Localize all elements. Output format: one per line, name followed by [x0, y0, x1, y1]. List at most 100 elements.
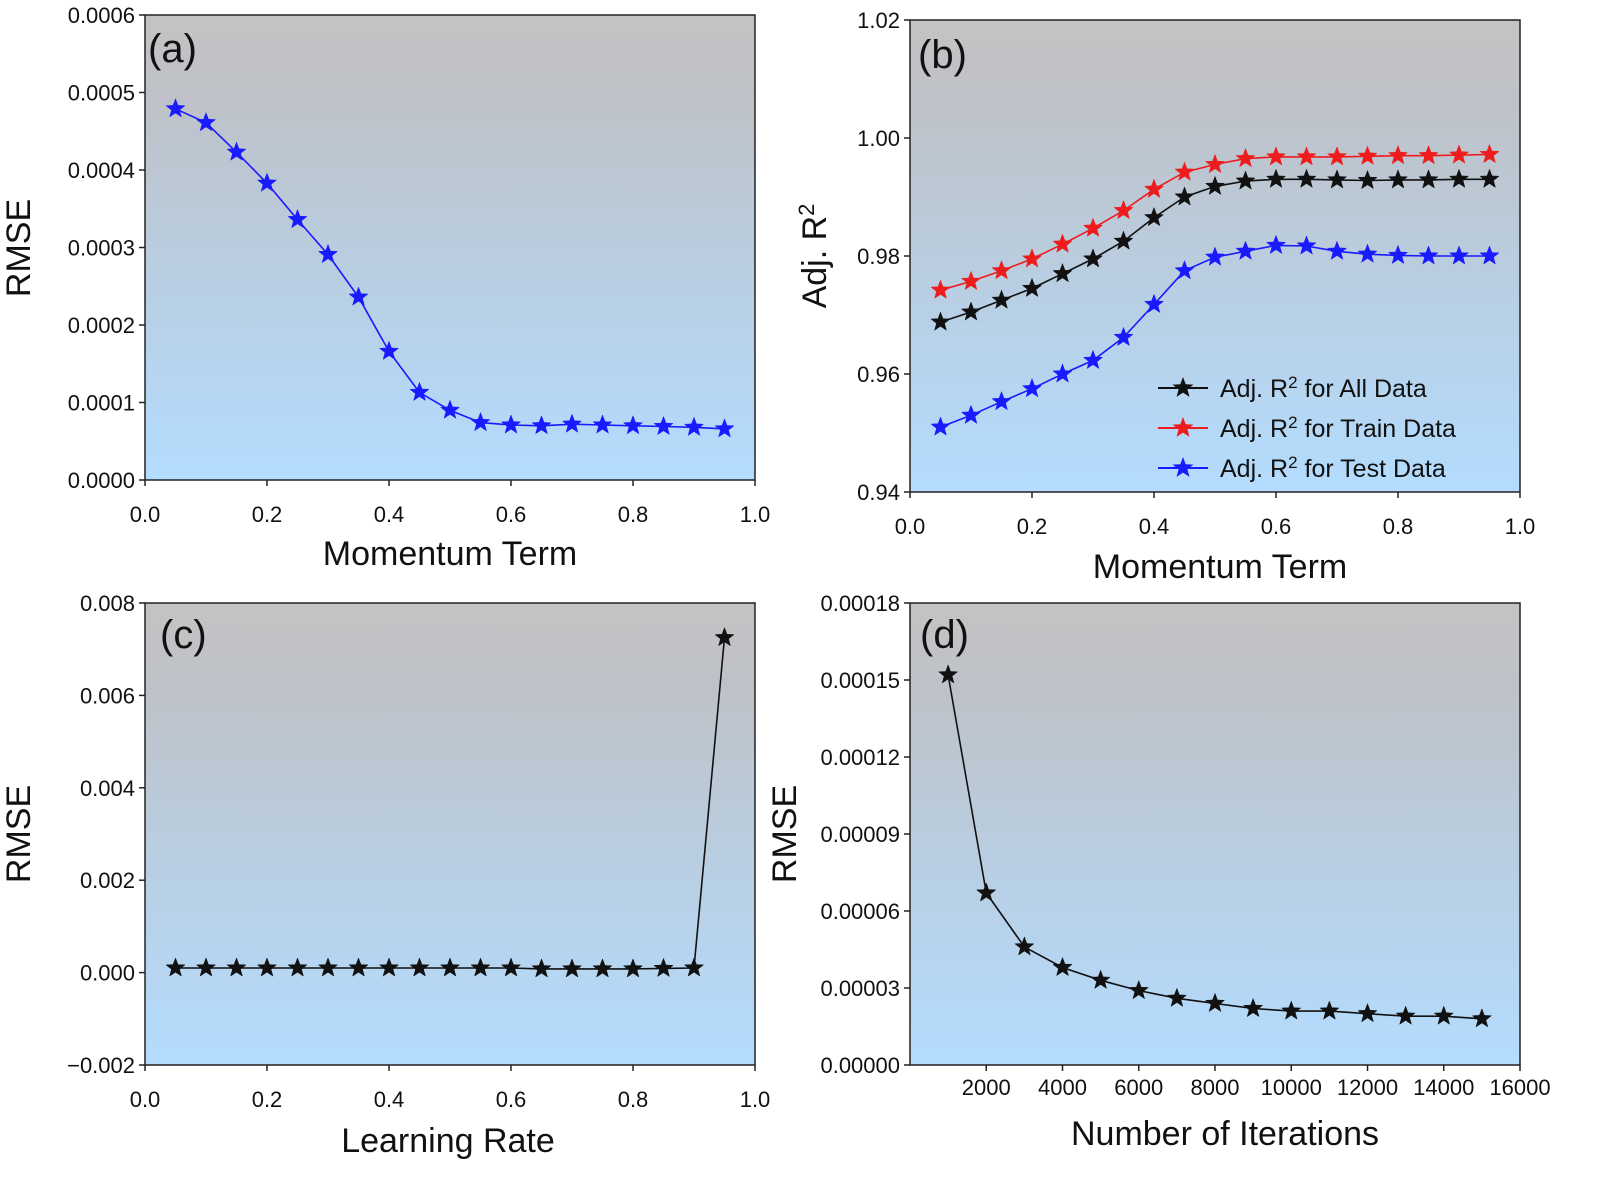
panel-a-data-point-rmse: [683, 416, 705, 436]
panel-a-data-point-rmse: [714, 418, 735, 438]
panel-a-data-point-rmse: [653, 415, 674, 436]
panel-c-data-point-rmse: [348, 957, 369, 977]
panel-c-y-tick-label: −0.002: [67, 1053, 135, 1078]
panel-c-x-tick-label: 0.0: [130, 1087, 161, 1112]
panel-d-x-tick-label: 10000: [1261, 1075, 1322, 1100]
panel-c-y-tick-label: 0.000: [80, 961, 135, 986]
panel-c-y-tick-label: 0.006: [80, 683, 135, 708]
panel-b-x-tick-label: 0.2: [1017, 514, 1048, 539]
panel-c-x-tick-label: 1.0: [740, 1087, 771, 1112]
panel-a-x-tick-label: 0.2: [252, 502, 283, 527]
panel-c-data-point-rmse: [622, 958, 644, 978]
panel-c-data-point-rmse: [256, 957, 278, 977]
panel-d-data-point-rmse: [1357, 1002, 1378, 1023]
panel-a-data-point-rmse: [226, 141, 247, 161]
panel-b-data-point-for-all-data: [930, 311, 951, 331]
panel-b-data-point-for-test-data: [1326, 240, 1348, 260]
panel-c-data-point-rmse: [683, 957, 705, 977]
panel-a-x-tick-label: 0.6: [496, 502, 527, 527]
panel-b-x-tick-label: 0.8: [1383, 514, 1414, 539]
panel-a-x-tick-label: 0.8: [618, 502, 649, 527]
panel-a-x-axis-title: Momentum Term: [323, 535, 577, 573]
panel-c-data-point-rmse: [226, 957, 247, 977]
panel-d-axes: 0.00000 0.00003 0.00006 0.00009 0.00012 0.000…: [820, 591, 1550, 1100]
panel-a-data-point-rmse: [165, 98, 186, 118]
legend-star-train-data: [1172, 417, 1194, 437]
legend-star-all-data: [1172, 377, 1194, 397]
panel-c-x-tick-label: 0.6: [496, 1087, 527, 1112]
legend-text-train-data: Adj. R2 for Train Data: [1220, 413, 1456, 444]
panel-c-data-point-rmse: [714, 626, 735, 647]
panel-b-data-point-for-all-data: [1296, 168, 1317, 188]
panel-c-y-tick-label: 0.004: [80, 776, 135, 801]
legend-entry-test-data: Adj. R2 for Test Data: [1158, 453, 1446, 484]
panel-a-x-tick-label: 1.0: [740, 502, 771, 527]
legend-text-test-data: Adj. R2 for Test Data: [1220, 453, 1446, 484]
panel-d-data-point-rmse: [1395, 1005, 1416, 1025]
panel-c-data-point-rmse: [470, 957, 491, 977]
panel-d-y-tick-label: 0.00015: [820, 668, 900, 693]
panel-b-data-point-for-train-data: [1052, 233, 1073, 253]
panel-b-y-tick-label: 1.02: [857, 8, 900, 33]
panel-a-data-point-rmse: [317, 243, 339, 264]
panel-b-data-point-for-train-data: [1326, 146, 1348, 166]
panel-b-data-point-for-test-data: [1387, 244, 1409, 265]
panel-d-data-point-rmse: [1433, 1005, 1454, 1025]
panel-a-y-tick-label: 0.0000: [68, 468, 135, 493]
legend-entry-train-data: Adj. R2 for Train Data: [1158, 413, 1456, 444]
panel-c-data-point-rmse: [592, 958, 613, 978]
panel-b-data-point-for-test-data: [1021, 377, 1043, 398]
panel-b-data-point-for-train-data: [1021, 248, 1043, 268]
panel-a-data-point-rmse: [592, 414, 613, 434]
panel-c-y-tick-label: 0.008: [80, 591, 135, 616]
panel-d-data-point-rmse: [1204, 992, 1226, 1013]
panel-c-y-axis-title: RMSE: [0, 785, 38, 883]
panel-a-x-tick-label: 0.4: [374, 502, 405, 527]
panel-a-data-point-rmse: [622, 415, 644, 435]
panel-a-y-tick-label: 0.0002: [68, 313, 135, 338]
panel-b-data-point-for-test-data: [960, 404, 982, 424]
panel-d-data-point-rmse: [1014, 936, 1035, 956]
panel-c-x-tick-label: 0.8: [618, 1087, 649, 1112]
legend-test-data-post: for Test Data: [1298, 455, 1446, 483]
panel-a-label: (a): [148, 27, 197, 71]
panel-c-x-tick-label: 0.2: [252, 1087, 283, 1112]
panel-d-x-tick-label: 6000: [1114, 1075, 1163, 1100]
panel-d-y-tick-label: 0.00006: [820, 899, 900, 924]
panel-b-data-point-for-all-data: [1204, 175, 1226, 196]
panel-a-data-point-rmse: [256, 172, 278, 192]
panel-d-y-tick-label: 0.00018: [820, 591, 900, 616]
panel-c-x-axis-title: Learning Rate: [341, 1122, 555, 1160]
panel-b-data-point-for-train-data: [991, 259, 1012, 280]
panel-c-data-point-rmse: [317, 957, 339, 977]
panel-d-series: [937, 664, 1493, 1028]
panel-c-axes: −0.002 0.000 0.002 0.004 0.006 0.008 0.0 0.2 0.4…: [67, 591, 770, 1112]
panel-c-x-tick-label: 0.4: [374, 1087, 405, 1112]
panel-b-legend: Adj. R2 for All Data Adj. R2 for Train D…: [1158, 373, 1456, 484]
panel-b-x-tick-label: 0.0: [895, 514, 926, 539]
panel-c-plot-area: [144, 602, 756, 1066]
panel-b-data-point-for-all-data: [1418, 169, 1439, 189]
panel-b-data-point-for-test-data: [1357, 243, 1378, 263]
panel-c-data-point-rmse: [195, 957, 217, 977]
panel-b-data-point-for-all-data: [1235, 170, 1256, 190]
panel-b-data-point-for-train-data: [1387, 144, 1409, 165]
panel-b-data-point-for-train-data: [1113, 199, 1134, 220]
panel-c-y-tick-label: 0.002: [80, 868, 135, 893]
panel-a-y-axis-title: RMSE: [0, 199, 38, 297]
panel-d-data-point-rmse: [1090, 969, 1111, 989]
panel-b-data-point-for-all-data: [1082, 248, 1104, 268]
panel-b-label: (b): [918, 33, 967, 77]
panel-b-data-point-for-test-data: [1174, 259, 1195, 280]
panel-d-y-tick-label: 0.00000: [820, 1053, 900, 1078]
panel-c-data-point-rmse: [653, 957, 674, 978]
panel-d-y-axis-title: RMSE: [766, 785, 804, 883]
panel-d-x-tick-label: 16000: [1489, 1075, 1550, 1100]
panel-b-data-point-for-test-data: [930, 416, 951, 436]
panel-c-data-point-rmse: [287, 957, 308, 977]
panel-a-data-point-rmse: [470, 411, 491, 432]
panel-c-data-point-rmse: [409, 957, 430, 977]
panel-b-data-point-for-all-data: [1143, 206, 1165, 227]
panel-a-data-point-rmse: [561, 413, 583, 433]
panel-b-x-tick-label: 0.4: [1139, 514, 1170, 539]
